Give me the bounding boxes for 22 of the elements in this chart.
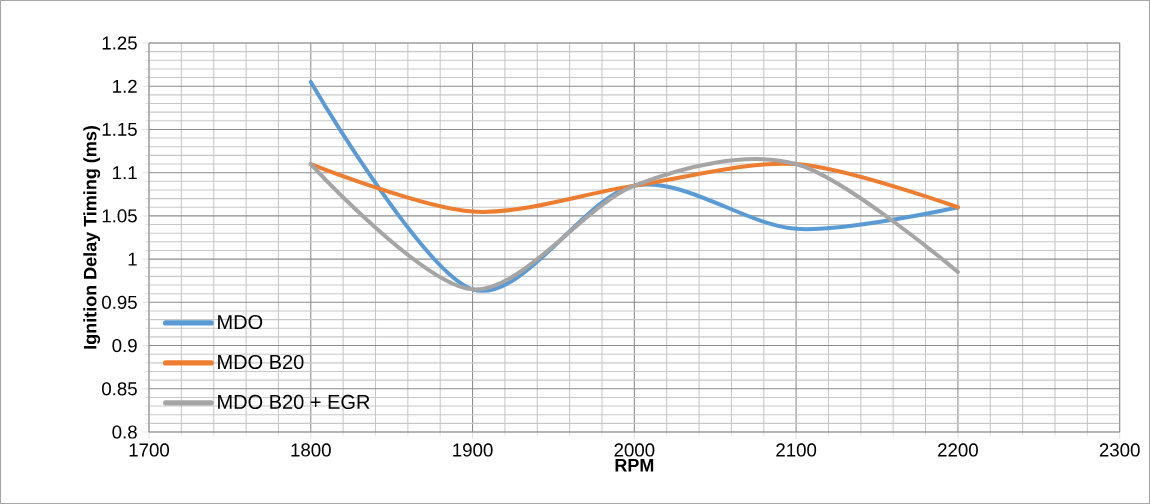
x-tick-label: 2200 [938, 443, 978, 457]
y-tick-label: 1 [128, 252, 137, 266]
x-axis-title: RPM [615, 459, 654, 472]
y-tick-label: 1.15 [102, 122, 137, 136]
y-tick-label: 1.05 [102, 209, 137, 223]
x-tick-label: 2100 [776, 443, 817, 457]
y-tick-label: 1.1 [113, 166, 137, 180]
y-tick-label: 0.9 [112, 338, 137, 353]
y-tick-label: 0.95 [102, 295, 137, 309]
legend-label: MDO B20 + EGR [218, 394, 370, 410]
y-tick-label: 1.25 [102, 36, 137, 50]
y-tick-label: 0.85 [102, 382, 137, 396]
legend-label: MDO [218, 314, 263, 330]
y-tick-label: 1.2 [113, 79, 137, 93]
x-tick-label: 1800 [291, 443, 331, 457]
legend-label: MDO B20 [218, 354, 304, 370]
y-tick-label: 0.8 [112, 425, 137, 439]
x-tick-label: 1700 [129, 443, 170, 457]
x-tick-label: 2300 [1099, 443, 1140, 457]
x-tick-label: 2000 [614, 443, 655, 457]
y-axis-title: Ignition Delay Timing (ms) [83, 126, 101, 349]
x-tick-label: 1900 [453, 443, 493, 457]
